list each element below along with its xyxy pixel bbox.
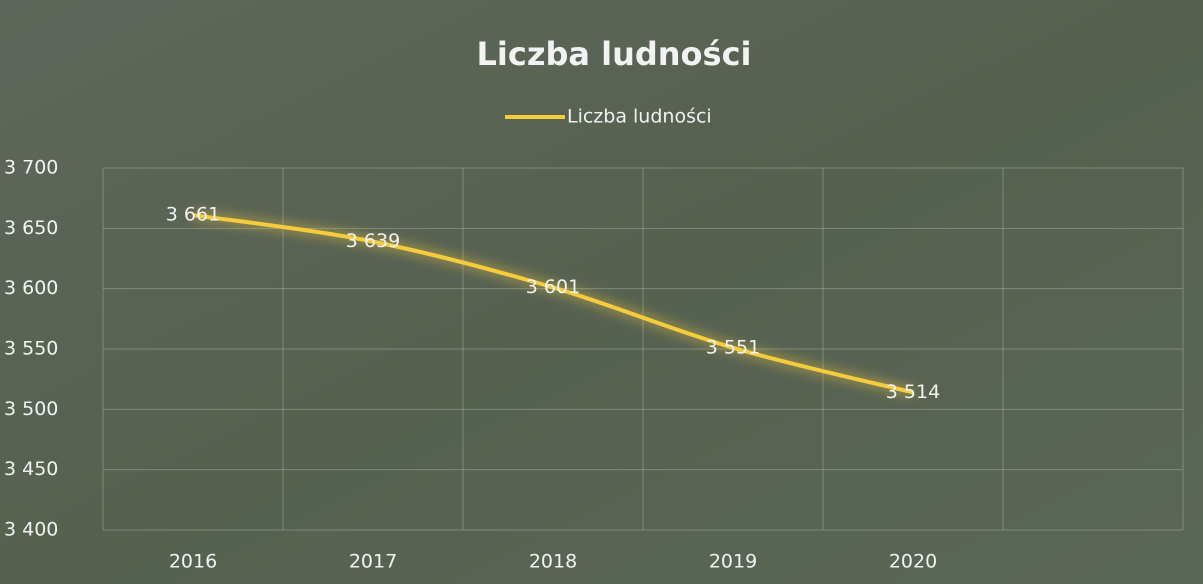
x-tick-label: 2020 [889, 551, 937, 573]
x-tick-label: 2017 [349, 551, 397, 573]
data-label: 3 551 [706, 336, 760, 358]
y-tick-label: 3 600 [4, 277, 58, 299]
x-tick-label: 2018 [529, 551, 577, 573]
y-tick-label: 3 700 [4, 157, 58, 179]
legend-label: Liczba ludności [567, 106, 712, 128]
data-label: 3 601 [526, 276, 580, 298]
data-label: 3 639 [346, 230, 400, 252]
x-tick-label: 2016 [169, 551, 217, 573]
y-tick-label: 3 500 [4, 398, 58, 420]
y-tick-label: 3 450 [4, 458, 58, 480]
chart-title: Liczba ludności [477, 35, 752, 73]
y-tick-label: 3 550 [4, 338, 58, 360]
data-label: 3 661 [166, 204, 220, 226]
y-tick-label: 3 400 [4, 519, 58, 541]
data-label: 3 514 [886, 381, 940, 403]
x-tick-label: 2019 [709, 551, 757, 573]
series-line [192, 213, 914, 395]
y-tick-label: 3 650 [4, 217, 58, 239]
